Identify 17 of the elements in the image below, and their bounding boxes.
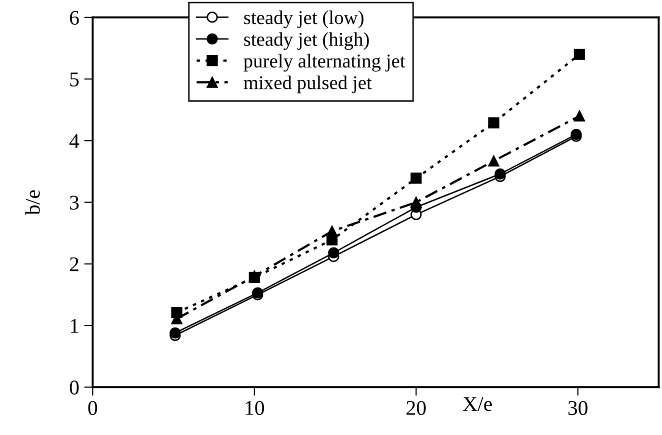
y-axis-title: b/e [25, 190, 40, 215]
y-tick-label: 6 [70, 10, 79, 25]
y-tick-label: 2 [70, 257, 78, 272]
y-tick-label: 4 [69, 134, 80, 148]
x-tick-label: 20 [406, 400, 426, 416]
y-tick-label: 3 [70, 196, 79, 210]
x-tick-label: 10 [246, 400, 264, 416]
x-tick-label: 0 [88, 400, 98, 416]
legend-label: steady jet (low) [244, 10, 364, 28]
x-axis-title: X/e [462, 397, 492, 412]
x-tick-label: 30 [568, 400, 588, 416]
legend-label: steady jet (high) [244, 32, 369, 50]
legend-label: mixed pulsed jet [244, 76, 372, 94]
y-tick-label: 5 [70, 72, 79, 86]
y-tick-label: 0 [70, 380, 79, 395]
y-tick-label: 1 [70, 319, 78, 333]
legend-label: purely alternating jet [244, 54, 406, 72]
